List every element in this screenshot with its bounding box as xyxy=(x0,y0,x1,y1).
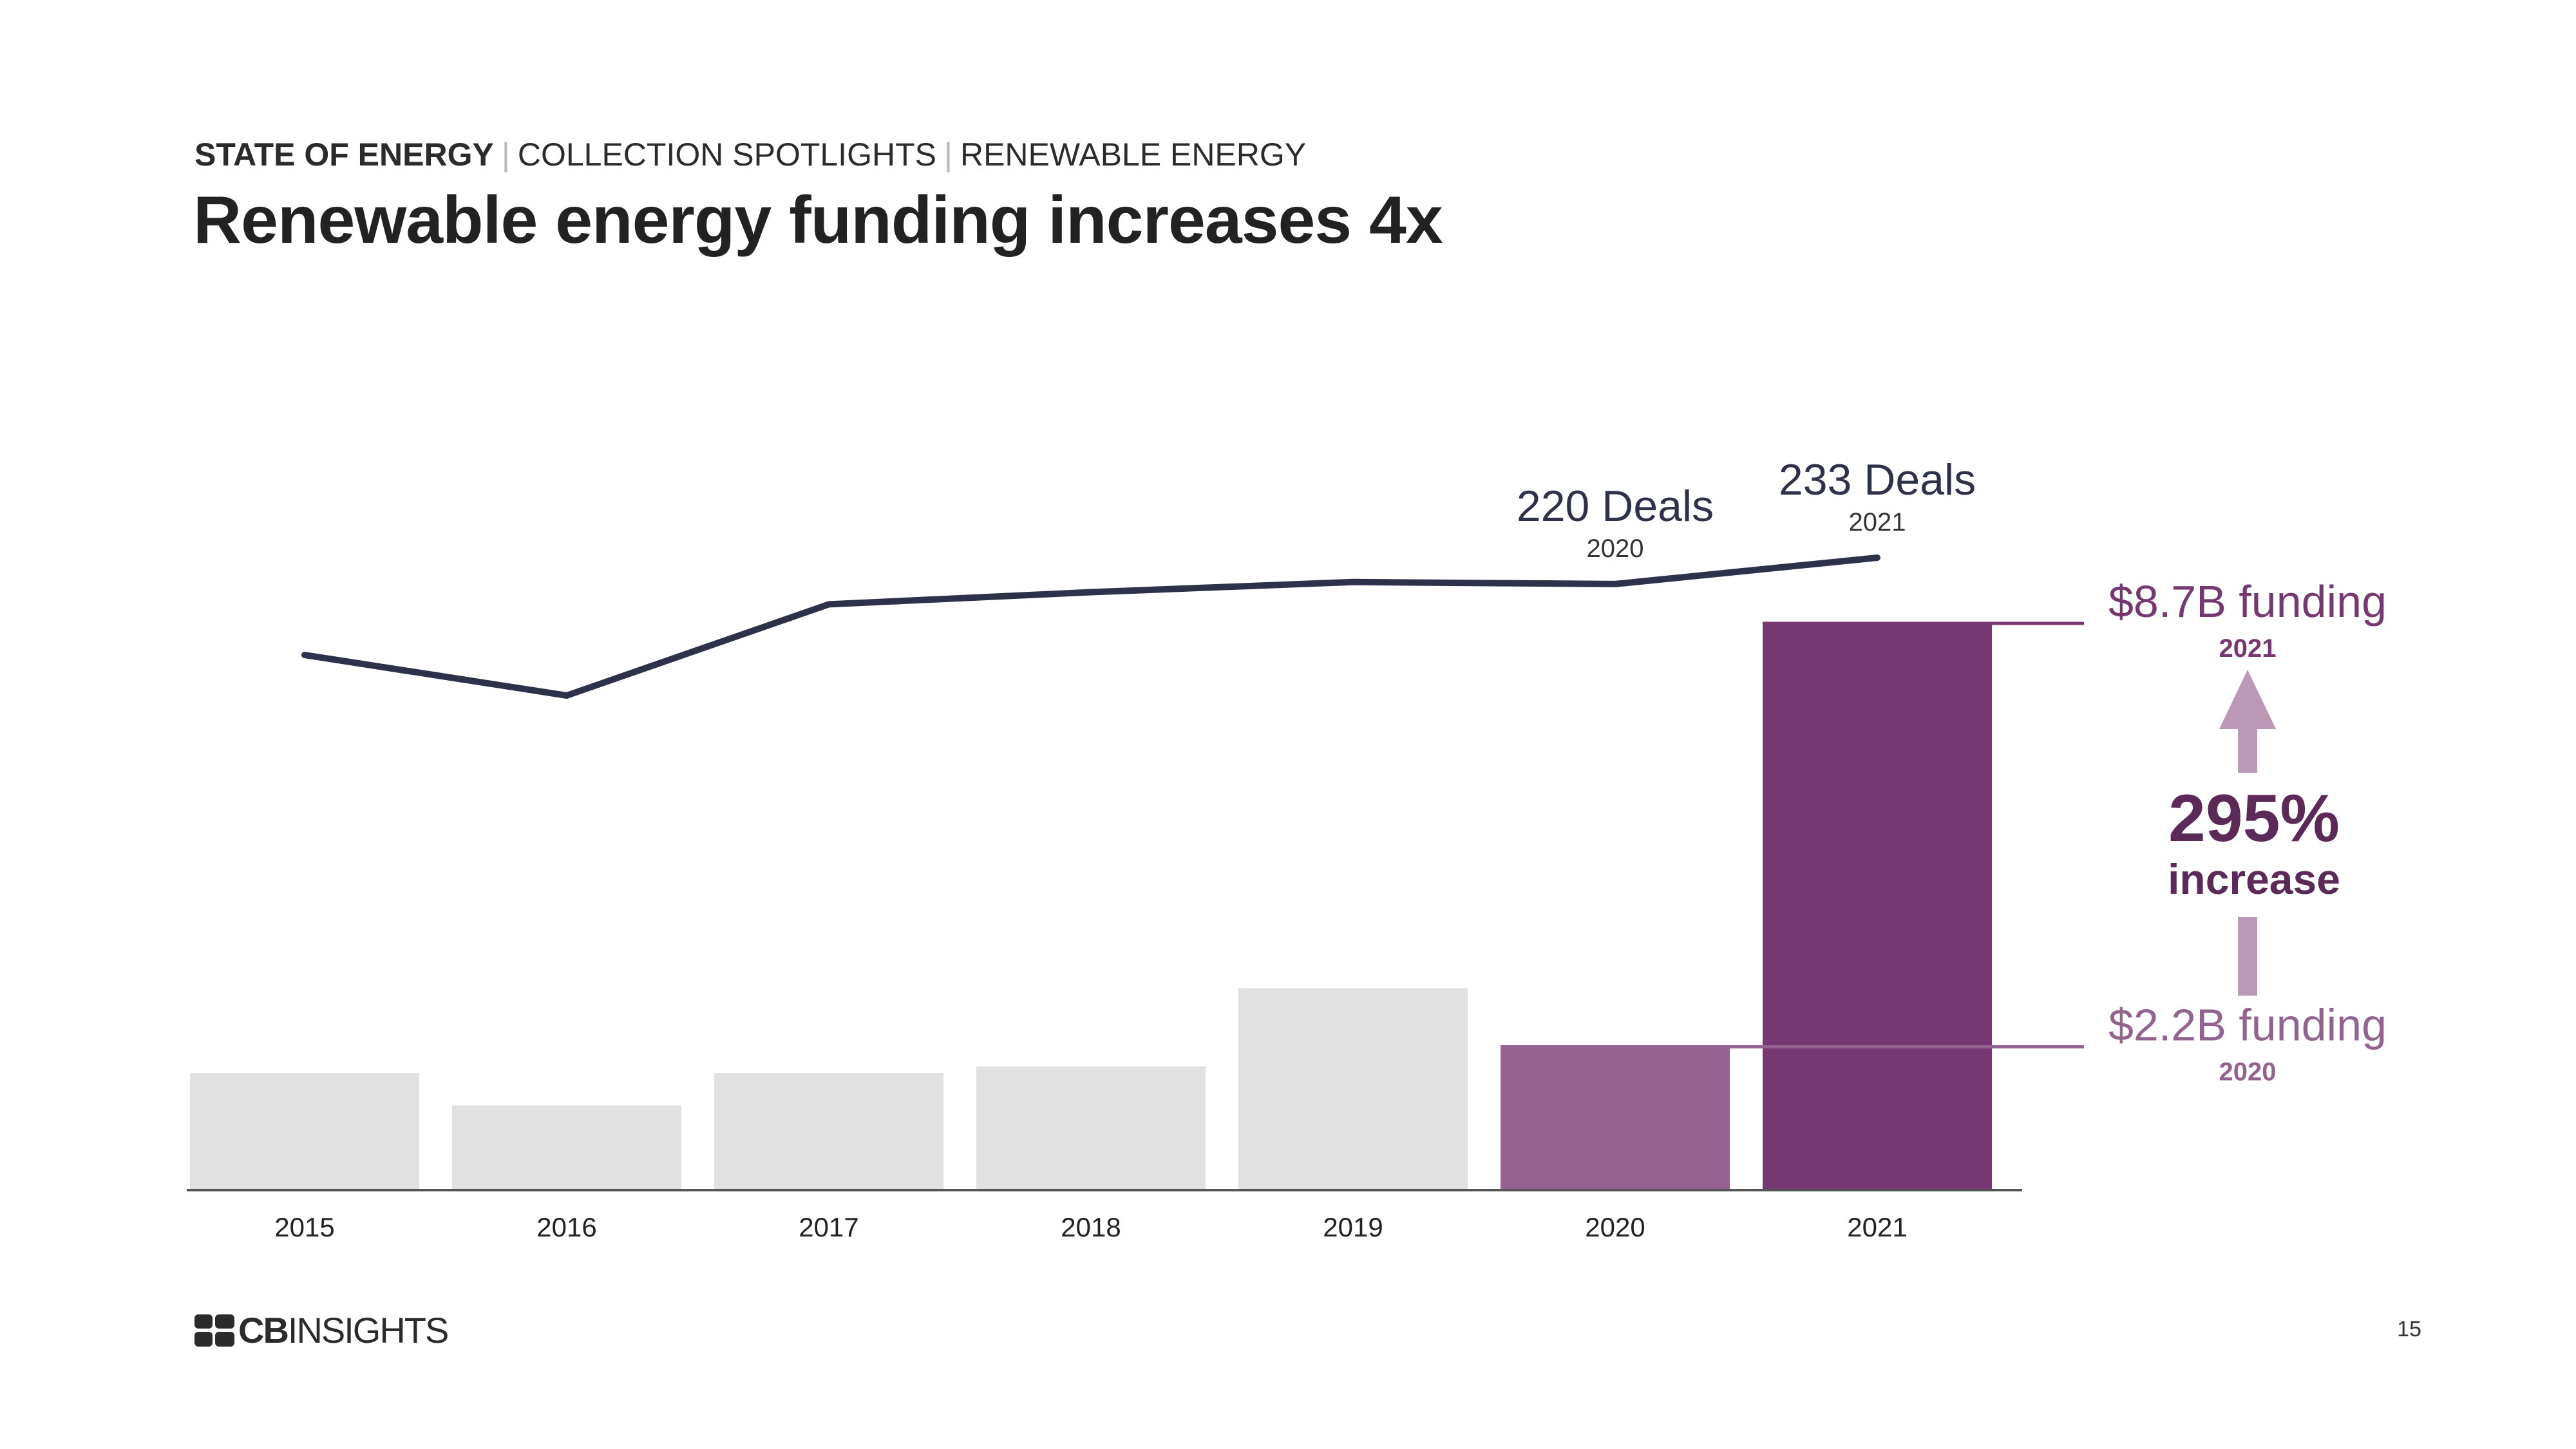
deal-label-2020: 220 Deals xyxy=(1517,482,1714,531)
deals-line xyxy=(301,554,1880,699)
funding-bar-2016 xyxy=(452,1105,681,1190)
funding-callout-2020: $2.2B funding xyxy=(2108,999,2387,1050)
breadcrumb-topic: RENEWABLE ENERGY xyxy=(960,137,1307,173)
breadcrumb-separator: | xyxy=(501,137,510,173)
breadcrumb-collection: COLLECTION SPOTLIGHTS xyxy=(517,137,936,173)
breadcrumb-separator: | xyxy=(943,137,952,173)
funding-bar-2015 xyxy=(190,1072,419,1190)
logo-wordmark-cb: CB xyxy=(238,1310,289,1350)
cb-insights-logo-icon xyxy=(194,1314,234,1347)
x-tick-label-2019: 2019 xyxy=(1323,1212,1383,1242)
funding-bar-2021 xyxy=(1763,623,1992,1190)
cb-insights-logo: CBINSIGHTS xyxy=(194,1310,449,1350)
funding-callout-2021: $8.7B funding xyxy=(2108,576,2387,627)
x-tick-label-2021: 2021 xyxy=(1847,1212,1907,1242)
funding-bar-2017 xyxy=(714,1072,943,1190)
logo-wordmark: CBINSIGHTS xyxy=(238,1310,449,1350)
deal-year-label-2021: 2021 xyxy=(1849,508,1906,536)
logo-wordmark-insights: INSIGHTS xyxy=(287,1310,449,1350)
breadcrumb: STATE OF ENERGY | COLLECTION SPOTLIGHTS | RE… xyxy=(194,135,1306,174)
x-tick-label-2015: 2015 xyxy=(274,1212,334,1242)
increase-arrow-head xyxy=(2219,670,2276,729)
x-tick-label-2017: 2017 xyxy=(799,1212,858,1242)
deal-label-2021: 233 Deals xyxy=(1779,455,1976,504)
funding-bar-2018 xyxy=(976,1066,1206,1190)
increase-label: increase xyxy=(2168,855,2340,903)
increase-arrow-tail xyxy=(2238,917,2257,996)
breadcrumb-section: STATE OF ENERGY xyxy=(194,137,494,173)
funding-bar-2020 xyxy=(1501,1046,1730,1190)
page-title: Renewable energy funding increases 4x xyxy=(193,183,1443,258)
page-number: 15 xyxy=(2397,1317,2421,1341)
x-tick-label-2018: 2018 xyxy=(1061,1212,1121,1242)
funding-bar-2019 xyxy=(1238,988,1468,1190)
increase-percent: 295% xyxy=(2168,781,2340,856)
increase-arrow-shaft xyxy=(2238,728,2257,773)
x-tick-label-2020: 2020 xyxy=(1585,1212,1645,1242)
x-tick-label-2016: 2016 xyxy=(536,1212,596,1242)
deal-year-label-2020: 2020 xyxy=(1587,535,1644,563)
funding-callout-year-2021: 2021 xyxy=(2219,634,2277,663)
funding-callout-year-2020: 2020 xyxy=(2219,1057,2277,1086)
